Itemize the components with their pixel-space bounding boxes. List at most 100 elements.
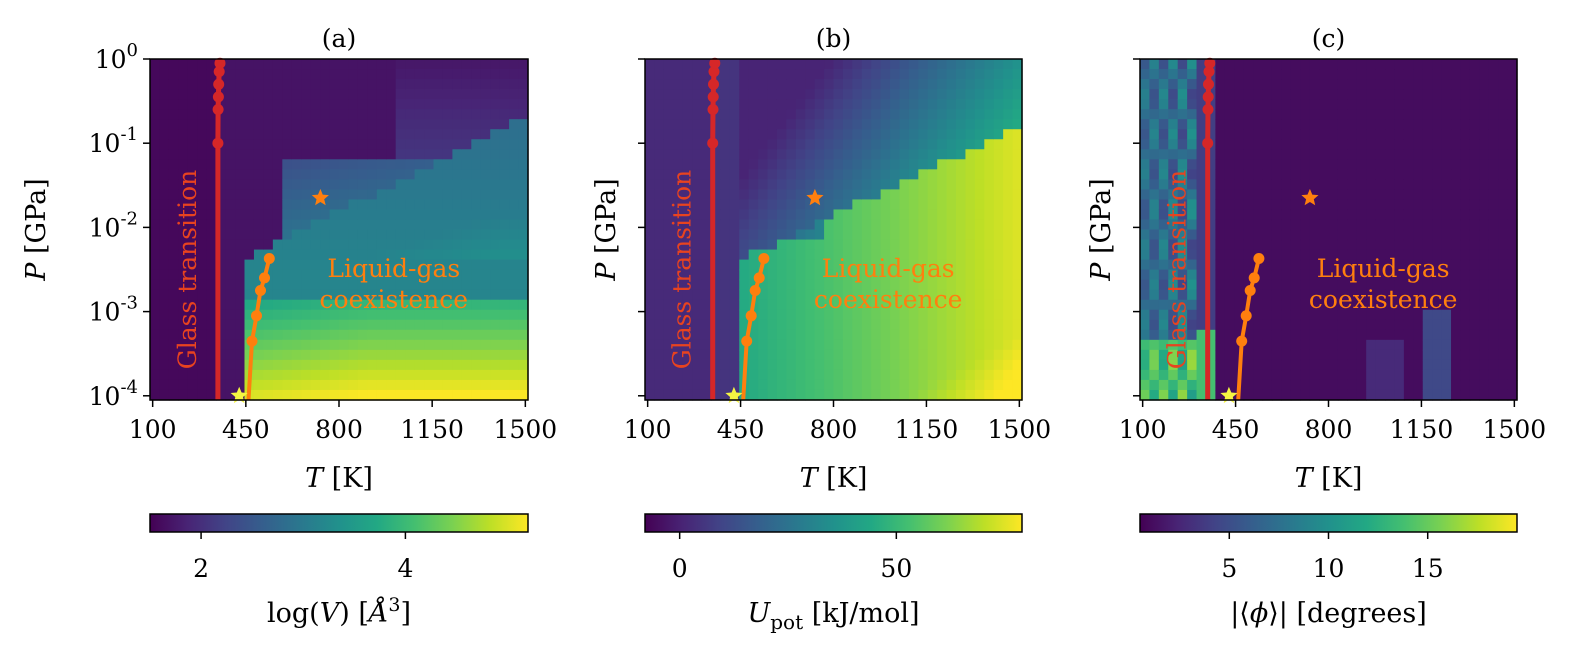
heatmap-cell: [367, 329, 378, 341]
heatmap-cell: [814, 169, 825, 180]
heatmap-cell: [348, 129, 359, 140]
heatmap-cell: [776, 179, 787, 190]
heatmap-cell: [395, 149, 406, 160]
heatmap-cell: [471, 309, 482, 321]
heatmap-cell: [908, 319, 919, 331]
glass-transition-point: [212, 104, 224, 115]
y-axis-symbol: P: [21, 262, 52, 282]
heatmap-cell: [1281, 329, 1292, 341]
heatmap-cell: [1507, 249, 1518, 261]
heatmap-cell: [956, 389, 967, 401]
heatmap-cell: [509, 349, 520, 361]
heatmap-cell: [692, 239, 703, 251]
heatmap-cell: [490, 69, 501, 80]
heatmap-cell: [1196, 389, 1207, 401]
heatmap-cell: [1177, 119, 1188, 130]
heatmap-cell: [499, 389, 510, 401]
heatmap-cell: [1356, 389, 1367, 401]
heatmap-cell: [405, 379, 416, 391]
heatmap-cell: [1394, 109, 1405, 120]
heatmap-cell: [692, 89, 703, 100]
heatmap-cell: [1215, 69, 1226, 80]
heatmap-cell: [1413, 149, 1424, 160]
heatmap-cell: [433, 129, 444, 140]
heatmap-cell: [1243, 229, 1254, 241]
heatmap-cell: [1488, 159, 1499, 170]
heatmap-cell: [739, 89, 750, 100]
x-tick-label: 450: [222, 415, 270, 444]
heatmap-cell: [663, 179, 674, 190]
heatmap-cell: [795, 239, 806, 251]
heatmap-cell: [168, 309, 179, 321]
heatmap-cell: [1451, 319, 1462, 331]
heatmap-cell: [1385, 319, 1396, 331]
heatmap-cell: [310, 309, 321, 321]
heatmap-cell: [1319, 179, 1330, 190]
heatmap-cell: [776, 329, 787, 341]
heatmap-cell: [1356, 309, 1367, 321]
heatmap-cell: [1196, 209, 1207, 221]
heatmap-cell: [1149, 309, 1160, 321]
heatmap-cell: [1479, 99, 1490, 110]
heatmap-cell: [729, 309, 740, 321]
heatmap-cell: [1205, 339, 1216, 351]
heatmap-cell: [1328, 159, 1339, 170]
heatmap-cell: [767, 229, 778, 241]
heatmap-cell: [1460, 289, 1471, 301]
heatmap-cell: [244, 139, 255, 150]
heatmap-cell: [329, 329, 340, 341]
heatmap-cell: [235, 229, 246, 241]
heatmap-cell: [842, 299, 853, 311]
heatmap-cell: [1403, 99, 1414, 110]
heatmap-cell: [433, 239, 444, 251]
heatmap-cell: [974, 239, 985, 251]
heatmap-cell: [1460, 159, 1471, 170]
heatmap-cell: [1375, 79, 1386, 90]
heatmap-cell: [946, 179, 957, 190]
heatmap-cell: [471, 149, 482, 160]
heatmap-cell: [480, 369, 491, 381]
heatmap-cell: [263, 189, 274, 201]
heatmap-cell: [814, 299, 825, 311]
heatmap-cell: [956, 339, 967, 351]
colorbar-tick-label: 50: [880, 554, 912, 583]
heatmap-cell: [1498, 309, 1509, 321]
heatmap-cell: [452, 119, 463, 130]
heatmap-cell: [1441, 329, 1452, 341]
heatmap-cell: [1366, 349, 1377, 361]
heatmap-cell: [1309, 299, 1320, 311]
heatmap-cell: [956, 149, 967, 160]
heatmap-cell: [395, 379, 406, 391]
heatmap-cell: [1432, 279, 1443, 291]
heatmap-cell: [880, 109, 891, 120]
heatmap-cell: [509, 199, 520, 211]
heatmap-cell: [1243, 339, 1254, 351]
heatmap-cell: [824, 249, 835, 261]
heatmap-cell: [253, 129, 264, 140]
heatmap-cell: [927, 109, 938, 120]
heatmap-cell: [739, 279, 750, 291]
heatmap-cell: [1441, 209, 1452, 221]
heatmap-cell: [1375, 59, 1386, 70]
heatmap-cell: [282, 359, 293, 371]
heatmap-cell: [842, 289, 853, 301]
heatmap-cell: [1003, 219, 1014, 231]
heatmap-cell: [748, 279, 759, 291]
heatmap-cell: [937, 279, 948, 291]
heatmap-cell: [178, 299, 189, 311]
heatmap-cell: [235, 119, 246, 130]
heatmap-cell: [824, 199, 835, 211]
heatmap-cell: [225, 189, 236, 201]
heatmap-cell: [197, 229, 208, 241]
heatmap-cell: [1187, 149, 1198, 160]
heatmap-cell: [1149, 299, 1160, 311]
heatmap-cell: [890, 369, 901, 381]
heatmap-cell: [471, 89, 482, 100]
heatmap-cell: [805, 299, 816, 311]
heatmap-cell: [852, 209, 863, 221]
heatmap-cell: [1469, 309, 1480, 321]
heatmap-cell: [833, 209, 844, 221]
heatmap-cell: [1158, 209, 1169, 221]
heatmap-cell: [673, 159, 684, 170]
heatmap-cell: [395, 59, 406, 70]
